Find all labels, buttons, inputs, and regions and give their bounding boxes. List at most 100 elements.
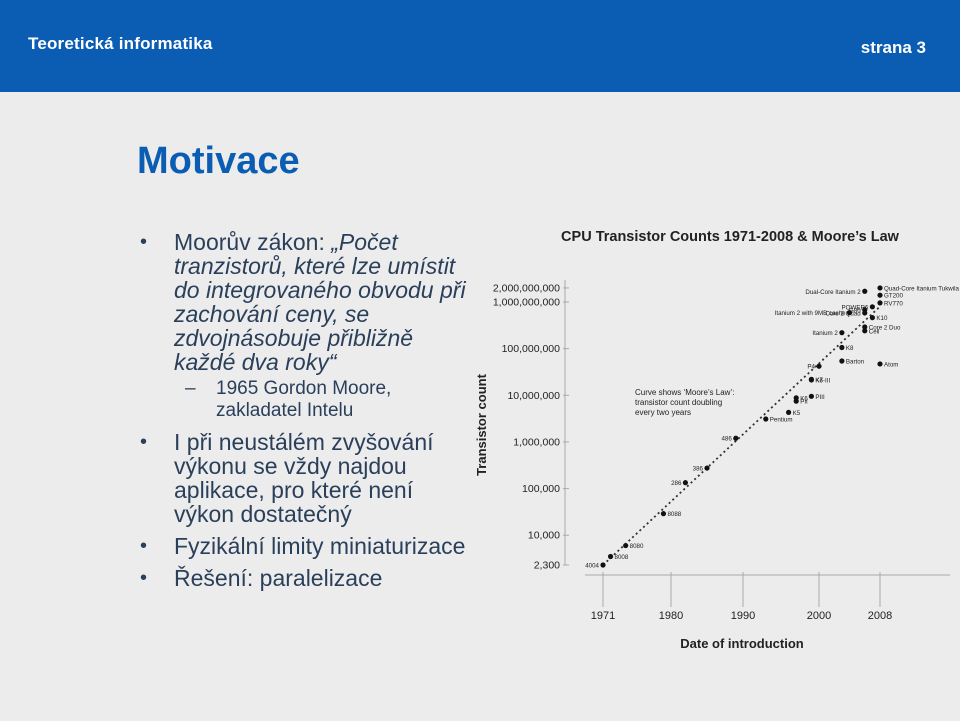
chart-title: CPU Transistor Counts 1971-2008 & Moore’…: [561, 229, 900, 245]
data-point: [763, 416, 769, 422]
data-point-label: Core 2 Duo: [869, 325, 901, 332]
data-point: [808, 376, 814, 382]
data-point: [839, 344, 845, 351]
data-point-label: Cell: [869, 328, 880, 335]
data-point-label: 286: [671, 480, 682, 487]
bullet-dot: •: [140, 231, 148, 253]
data-point-label: K5: [793, 410, 801, 417]
moores-law-chart: CPU Transistor Counts 1971-2008 & Moore’…: [470, 220, 960, 660]
page-number: strana 3: [860, 38, 926, 57]
x-tick-label: 2000: [807, 610, 831, 622]
y-tick-label: 100,000,000: [502, 343, 561, 355]
data-point-label: 386: [693, 466, 704, 473]
data-point-label: RV770: [884, 300, 903, 307]
subbullet-gordon-moore: – 1965 Gordon Moore, zakladatel Intelu: [140, 378, 470, 422]
data-point-label: Core 2 Quad: [825, 310, 861, 317]
x-tick-label: 1980: [659, 610, 683, 622]
y-tick-label: 10,000: [528, 530, 560, 542]
bullet1-quote: „Počet tranzistorů, které lze umístit do…: [174, 229, 466, 375]
data-point-label: K7: [815, 377, 823, 384]
bullet1-prefix: Moorův zákon:: [174, 229, 332, 255]
data-point: [869, 304, 875, 310]
y-tick-label: 10,000,000: [507, 390, 560, 402]
bullet2-text: I při neustálém zvyšování výkonu se vždy…: [174, 429, 434, 527]
y-tick-label: 1,000,000,000: [493, 297, 560, 309]
x-axis-label: Date of introduction: [680, 636, 804, 651]
data-point-label: GT200: [884, 293, 903, 300]
data-point-label: Dual-Core Itanium 2: [805, 289, 861, 296]
chart-svg: CPU Transistor Counts 1971-2008 & Moore’…: [474, 229, 960, 651]
bullet-solution: • Řešení: paralelizace: [140, 566, 470, 590]
bullet3-text: Fyzikální limity miniaturizace: [174, 533, 466, 559]
data-point-label: PII: [800, 399, 808, 406]
slide-header: Teoretická informatika strana 3: [0, 0, 960, 92]
bullet-performance: • I při neustálém zvyšování výkonu se vž…: [140, 430, 470, 526]
bullet-list: • Moorův zákon: „Počet tranzistorů, kter…: [140, 230, 470, 590]
data-point-label: Pentium: [770, 417, 793, 424]
x-tick-label: 1990: [731, 610, 755, 622]
data-point: [877, 285, 883, 291]
data-point: [704, 465, 710, 471]
bullet-dot: •: [140, 535, 148, 557]
data-point-label: K6-III: [815, 377, 830, 384]
data-point: [862, 288, 868, 294]
data-point: [793, 395, 799, 401]
data-point-label: P4: [807, 364, 815, 371]
data-point: [877, 292, 883, 298]
y-axis-label: Transistor count: [474, 373, 489, 476]
bullet4-text: Řešení: paralelizace: [174, 565, 383, 591]
data-point-label: K10: [876, 315, 888, 322]
data-point-label: Itanium 2 with 9MB cache: [775, 310, 846, 317]
data-point-label: PIII: [815, 394, 825, 401]
data-point: [862, 324, 868, 330]
data-point: [877, 300, 883, 306]
trend-line: [602, 305, 881, 566]
data-point-label: K6: [800, 395, 808, 402]
data-point: [839, 358, 845, 364]
data-point: [733, 435, 739, 441]
course-title: Teoretická informatika: [28, 34, 213, 53]
data-point-label: Atom: [884, 361, 898, 368]
slide-title: Motivace: [137, 140, 300, 182]
annotation-line-2: transistor count doubling: [635, 398, 722, 407]
annotation-line-3: every two years: [635, 408, 691, 417]
data-point: [623, 542, 629, 549]
subbullet-text: 1965 Gordon Moore, zakladatel Intelu: [216, 378, 392, 421]
data-point-label: Barton: [846, 359, 865, 366]
y-tick-label: 2,300: [534, 560, 560, 572]
data-point: [682, 480, 688, 486]
y-tick-label: 100,000: [522, 483, 560, 495]
y-tick-label: 1,000,000: [513, 436, 560, 448]
bullet-physical-limits: • Fyzikální limity miniaturizace: [140, 534, 470, 558]
data-point: [660, 511, 667, 517]
data-point-label: 8080: [630, 543, 644, 550]
annotation-line-1: Curve shows ‘Moore’s Law’:: [635, 388, 734, 397]
moores-law-trend: [602, 305, 881, 566]
data-point-label: 4004: [585, 563, 599, 570]
data-point: [607, 553, 614, 560]
data-point: [808, 393, 814, 399]
data-point-label: G80: [849, 307, 861, 314]
data-point: [786, 409, 792, 415]
y-ticks: 2,300 10,000 100,000 1,000,000 10,000,000 100…: [493, 282, 569, 572]
data-point-label: POWER6: [842, 304, 869, 311]
subbullet-dash: –: [185, 378, 196, 399]
bullet-dot: •: [140, 431, 148, 453]
bullet-dot: •: [140, 567, 148, 589]
x-ticks: 1971 1980 1990 2000 2008: [591, 572, 892, 622]
data-point: [862, 307, 868, 313]
y-tick-label: 2,000,000,000: [493, 282, 560, 294]
data-point-label: 8088: [667, 511, 681, 518]
x-tick-label: 2008: [868, 610, 892, 622]
data-point: [816, 363, 822, 369]
data-point-label: K8: [846, 345, 854, 352]
data-point-label: Itanium 2: [812, 330, 838, 337]
data-point-label: 8008: [615, 554, 629, 561]
data-point: [869, 314, 875, 321]
data-point-label: 486: [721, 436, 732, 443]
data-point: [846, 310, 853, 316]
data-point: [839, 330, 845, 336]
data-point: [600, 562, 606, 568]
data-point-label: Quad-Core Itanium Tukwila: [884, 285, 960, 292]
